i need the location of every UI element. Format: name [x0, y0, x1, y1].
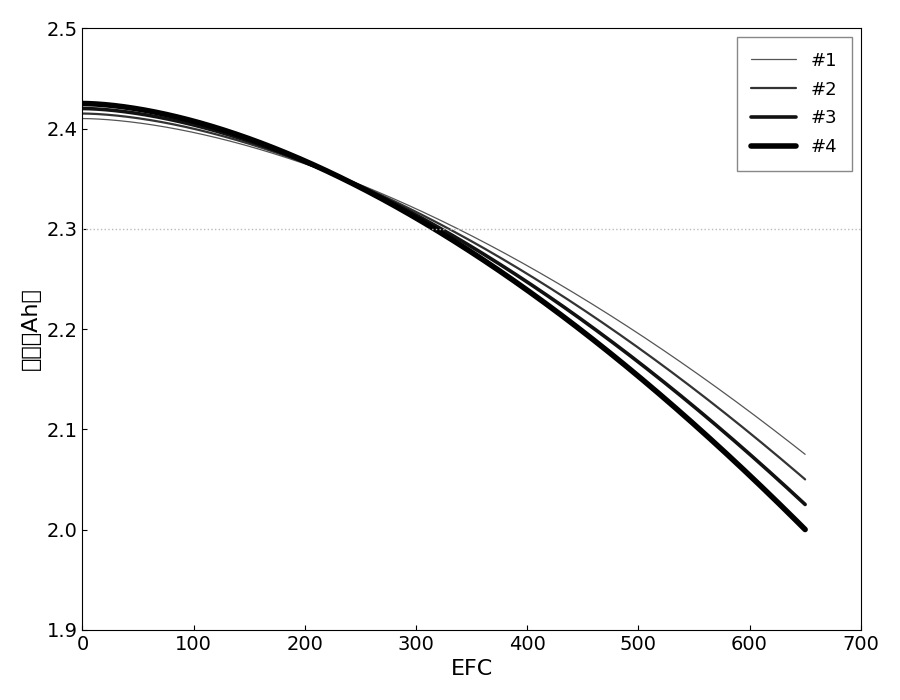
- #1: [646, 338, 657, 346]
- #2: [428, 217, 439, 225]
- Legend: #1, #2, #3, #4: #1, #2, #3, #4: [736, 37, 851, 171]
- #4: [646, 383, 657, 391]
- Line: #4: #4: [83, 104, 806, 529]
- #1: [428, 213, 439, 221]
- #3: [800, 500, 811, 509]
- Line: #3: #3: [83, 108, 806, 505]
- #4: [800, 525, 811, 533]
- #2: [646, 353, 657, 361]
- #2: [778, 457, 789, 466]
- #1: [410, 204, 420, 212]
- #3: [778, 481, 789, 489]
- #3: [410, 210, 420, 218]
- #2: [114, 112, 125, 120]
- #3: [114, 107, 125, 116]
- #2: [77, 109, 88, 118]
- Y-axis label: 容量（Ah）: 容量（Ah）: [21, 288, 40, 370]
- #1: [800, 450, 811, 459]
- #4: [428, 225, 439, 233]
- Line: #1: #1: [83, 118, 806, 454]
- #4: [77, 99, 88, 108]
- #3: [646, 368, 657, 377]
- #4: [410, 213, 420, 221]
- Line: #2: #2: [83, 113, 806, 480]
- #3: [778, 481, 789, 489]
- #4: [778, 504, 789, 512]
- X-axis label: EFC: EFC: [450, 659, 492, 679]
- #2: [800, 475, 811, 484]
- #4: [778, 505, 789, 513]
- #2: [778, 457, 789, 466]
- #1: [77, 114, 88, 122]
- #3: [77, 104, 88, 113]
- #1: [778, 434, 789, 442]
- #2: [410, 207, 420, 216]
- #1: [778, 433, 789, 442]
- #1: [114, 116, 125, 125]
- #3: [428, 220, 439, 229]
- #4: [114, 102, 125, 111]
